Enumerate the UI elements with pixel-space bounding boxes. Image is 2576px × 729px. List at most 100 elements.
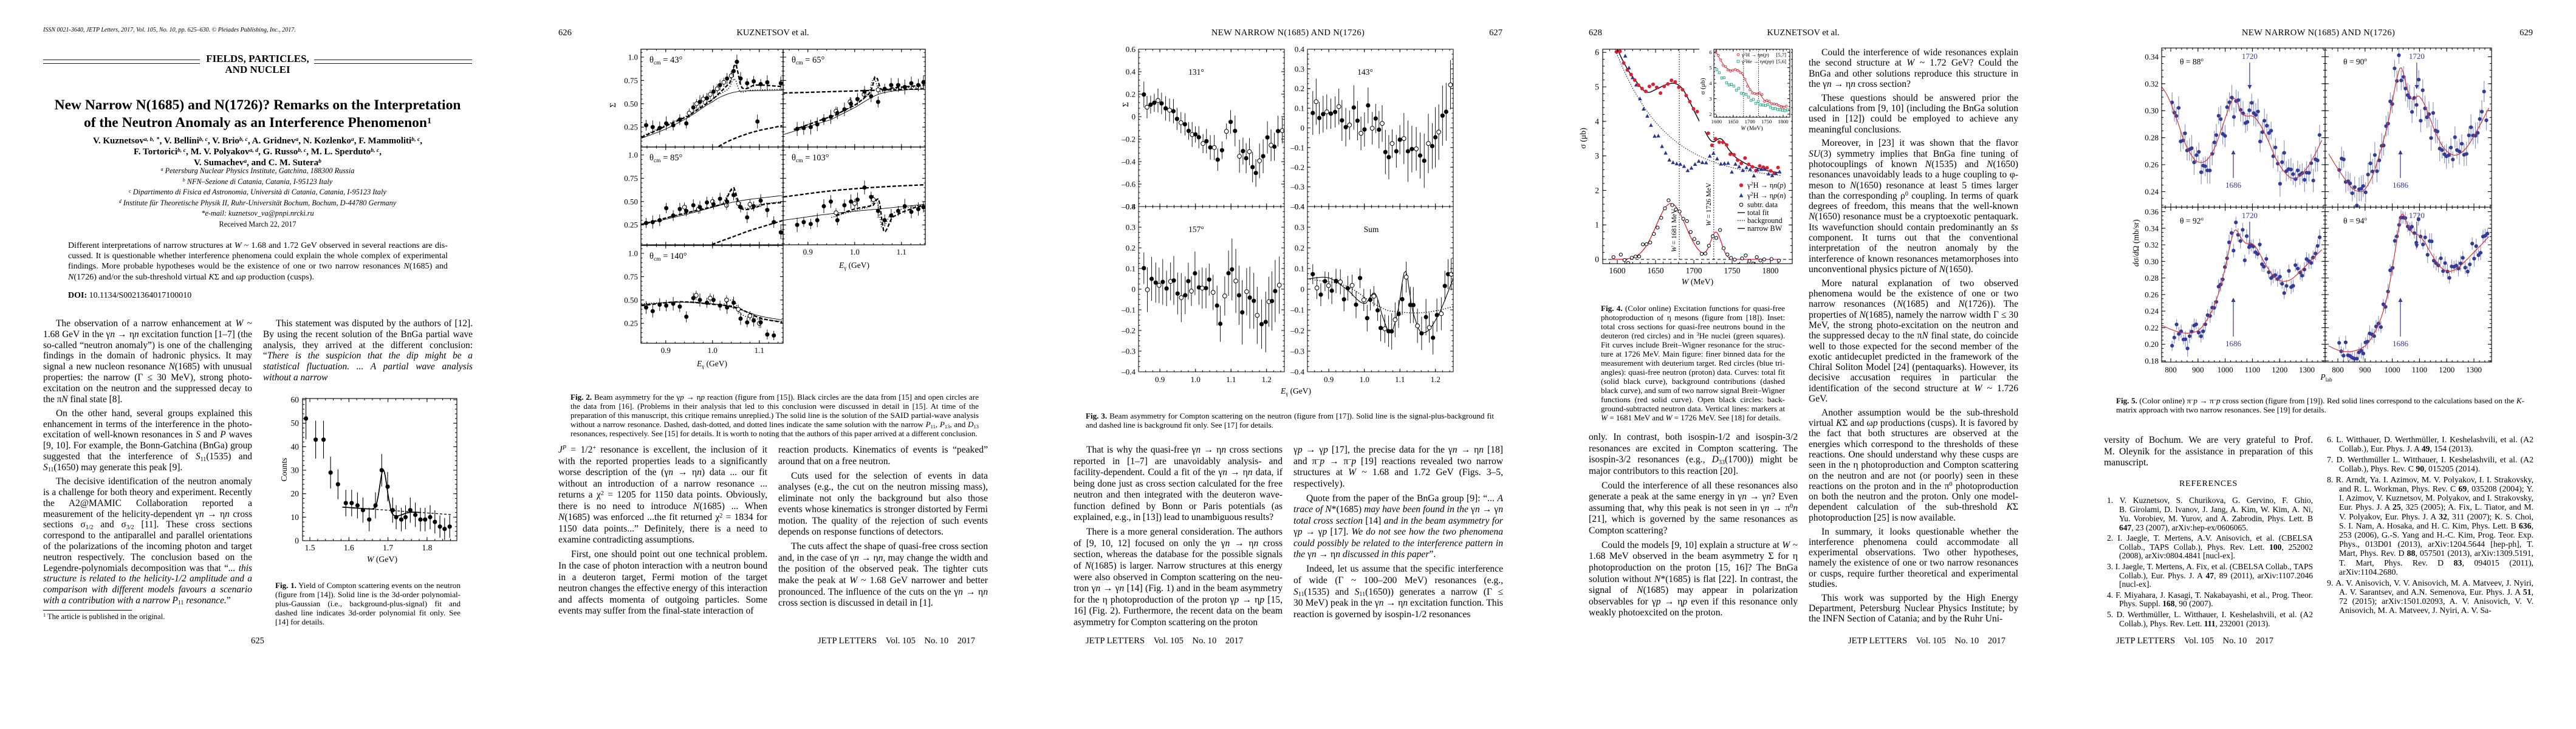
svg-text:10: 10 [291, 513, 300, 522]
svg-text:0.30: 0.30 [2145, 257, 2159, 266]
svg-text:1.5: 1.5 [305, 543, 315, 552]
svg-text:1600: 1600 [1609, 266, 1626, 275]
svg-text:–0.4: –0.4 [1121, 157, 1136, 166]
svg-text:θ = 94o: θ = 94o [2343, 216, 2367, 225]
svg-text:0.22: 0.22 [2145, 323, 2159, 332]
svg-text:1750: 1750 [1761, 118, 1772, 125]
svg-text:1200: 1200 [2439, 365, 2454, 374]
svg-text:1800: 1800 [1762, 266, 1779, 275]
svg-text:γ2He → ηn(pp): γ2He → ηn(pp) [1741, 58, 1774, 64]
svg-text:–0.8: –0.8 [1121, 202, 1136, 211]
svg-text:0.75: 0.75 [624, 272, 638, 281]
svg-text:5: 5 [1595, 83, 1599, 92]
svg-text:0.9: 0.9 [803, 247, 813, 256]
svg-text:2: 2 [1595, 186, 1599, 195]
svg-text:θcm = 65°: θcm = 65° [792, 55, 824, 66]
svg-text:1.0: 1.0 [1191, 375, 1201, 384]
svg-text:0.9: 0.9 [1155, 375, 1165, 384]
svg-text:–0.3: –0.3 [1290, 182, 1304, 191]
svg-text:1650: 1650 [1728, 118, 1738, 125]
svg-text:1.1: 1.1 [1395, 375, 1405, 384]
svg-text:3: 3 [1595, 151, 1599, 160]
svg-text:1.0: 1.0 [628, 249, 638, 258]
svg-text:1720: 1720 [2242, 211, 2258, 220]
svg-text:–0.4: –0.4 [1121, 368, 1136, 377]
svg-text:Sum: Sum [1364, 225, 1379, 234]
svg-text:30: 30 [291, 466, 300, 475]
svg-text:0.3: 0.3 [1295, 223, 1304, 232]
svg-text:θcm = 43°: θcm = 43° [649, 55, 682, 66]
svg-text:[5,6]: [5,6] [1776, 58, 1787, 64]
svg-text:1750: 1750 [1724, 266, 1741, 275]
svg-text:0.20: 0.20 [2145, 340, 2159, 349]
svg-text:800: 800 [2332, 365, 2344, 374]
svg-text:1: 1 [1595, 221, 1599, 230]
svg-text:1100: 1100 [2245, 365, 2261, 374]
svg-text:0.50: 0.50 [624, 99, 638, 108]
svg-text:1800: 1800 [1778, 118, 1788, 125]
svg-text:0.75: 0.75 [624, 76, 638, 85]
svg-text:1000: 1000 [2385, 365, 2400, 374]
svg-text:θcm = 103°: θcm = 103° [792, 153, 829, 164]
svg-text:0.4: 0.4 [1295, 45, 1305, 54]
svg-text:γ2H → ηp(n): γ2H → ηp(n) [1747, 191, 1786, 200]
svg-text:800: 800 [2165, 365, 2177, 374]
svg-text:Counts: Counts [279, 457, 289, 481]
svg-text:σ (μb): σ (μb) [1578, 128, 1588, 148]
svg-text:0.50: 0.50 [624, 295, 638, 304]
svg-text:0.1: 0.1 [1126, 264, 1136, 273]
svg-text:1686: 1686 [2393, 339, 2409, 348]
svg-text:1100: 1100 [2412, 365, 2428, 374]
svg-text:0: 0 [295, 536, 299, 546]
svg-text:1600: 1600 [1711, 118, 1722, 125]
svg-text:1.1: 1.1 [897, 247, 906, 256]
svg-text:0.24: 0.24 [2145, 187, 2159, 196]
svg-text:1650: 1650 [1648, 266, 1664, 275]
svg-text:–0.4: –0.4 [1290, 368, 1304, 377]
svg-text:6: 6 [1595, 48, 1599, 57]
svg-text:–0.1: –0.1 [1290, 306, 1304, 315]
svg-text:0.75: 0.75 [624, 174, 638, 183]
svg-text:subtr. data: subtr. data [1747, 200, 1778, 209]
svg-text:0.25: 0.25 [624, 221, 638, 230]
svg-text:θcm = 140°: θcm = 140° [649, 252, 687, 262]
svg-text:θ = 90o: θ = 90o [2343, 56, 2367, 66]
svg-text:1720: 1720 [2409, 211, 2425, 220]
svg-text:0.50: 0.50 [624, 197, 638, 206]
svg-text:0.36: 0.36 [2145, 207, 2159, 216]
svg-text:0.6: 0.6 [1126, 45, 1136, 54]
svg-text:20: 20 [291, 489, 300, 498]
svg-text:total fit: total fit [1747, 208, 1769, 217]
svg-text:157°: 157° [1188, 225, 1204, 234]
svg-text:1700: 1700 [1686, 266, 1702, 275]
svg-text:0.4: 0.4 [1126, 202, 1136, 211]
svg-text:1.0: 1.0 [1360, 375, 1369, 384]
svg-text:1686: 1686 [2225, 180, 2242, 190]
svg-text:6: 6 [1709, 49, 1712, 55]
svg-text:θcm = 85°: θcm = 85° [649, 153, 682, 164]
svg-text:0: 0 [1595, 255, 1599, 264]
svg-text:–0.2: –0.2 [1121, 326, 1136, 335]
svg-text:0.4: 0.4 [1126, 67, 1136, 77]
svg-text:Eγ (GeV): Eγ (GeV) [696, 359, 727, 369]
svg-text:–0.2: –0.2 [1290, 326, 1304, 335]
svg-text:Plab: Plab [2320, 372, 2332, 383]
svg-text:0.26: 0.26 [2145, 290, 2159, 299]
svg-text:–0.2: –0.2 [1290, 163, 1304, 172]
svg-text:1720: 1720 [2242, 52, 2258, 61]
svg-text:background: background [1747, 216, 1783, 225]
svg-text:0.9: 0.9 [661, 346, 671, 355]
svg-text:0.25: 0.25 [624, 123, 638, 132]
svg-text:5: 5 [1709, 65, 1711, 71]
svg-text:dσ/dΩ (mb/sr): dσ/dΩ (mb/sr) [2131, 219, 2140, 267]
svg-text:0.1: 0.1 [1295, 104, 1304, 113]
svg-text:γ2H → ηn(p): γ2H → ηn(p) [1741, 52, 1769, 58]
svg-text:4: 4 [1595, 117, 1599, 126]
svg-text:1300: 1300 [2466, 365, 2482, 374]
svg-text:60: 60 [291, 395, 300, 405]
svg-text:narrow BW: narrow BW [1747, 224, 1783, 233]
svg-text:1.0: 1.0 [628, 53, 638, 62]
svg-text:1.2: 1.2 [1262, 375, 1272, 384]
svg-text:0: 0 [1132, 285, 1136, 294]
svg-text:900: 900 [2359, 365, 2371, 374]
